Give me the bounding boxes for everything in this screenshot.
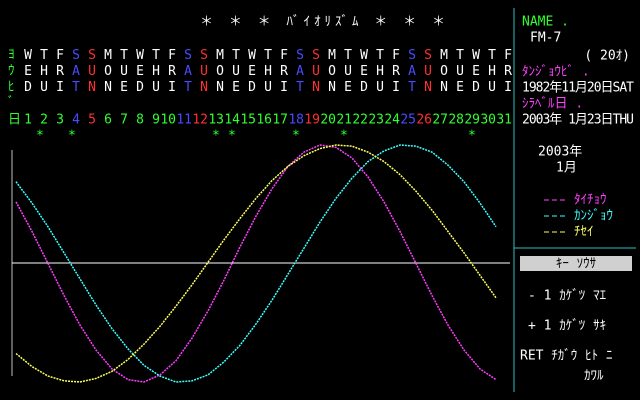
day-number: 21 <box>336 113 352 128</box>
day-number: 24 <box>384 113 400 128</box>
biorhythm-line <box>15 144 497 383</box>
critical-marker: * <box>212 129 220 144</box>
day-number: 11 <box>176 113 192 128</box>
birth-date: 1982年11月20日SAT <box>522 81 634 96</box>
day-number: 31 <box>496 113 512 128</box>
month: 1月 <box>556 161 577 176</box>
legend-label: ｶﾝｼﾞｮｳ <box>574 209 613 224</box>
day-number: 16 <box>256 113 272 128</box>
birth-label: ﾀﾝｼﾞｮｳﾋﾞ . <box>522 65 590 80</box>
age: ( 20ｵ) <box>584 49 630 64</box>
keys-title: ｷｰ ｿｳｻ <box>556 257 596 272</box>
check-label: ｼﾗﾍﾞﾙ日 . <box>522 97 583 112</box>
day-number: 10 <box>160 113 176 128</box>
day-number: 30 <box>480 113 496 128</box>
critical-marker: * <box>468 129 476 144</box>
critical-marker: * <box>340 129 348 144</box>
legend-label: ﾁｾｲ <box>574 225 594 240</box>
day-number: 28 <box>448 113 464 128</box>
day-number: 14 <box>224 113 240 128</box>
day-number: 13 <box>208 113 224 128</box>
day-number: 2 <box>40 113 48 128</box>
weekday-header: ﾞ <box>8 96 15 111</box>
day-number: 27 <box>432 113 448 128</box>
weekday-header: ｳ <box>8 64 15 79</box>
title: ＊ ＊ ＊ ﾊﾞｲｵﾘｽﾞﾑ ＊ ＊ ＊ <box>200 15 449 30</box>
day-number: 22 <box>352 113 368 128</box>
day-number: 18 <box>288 113 304 128</box>
key-help: RET ﾁｶﾞｳ ﾋﾄ ﾆ <box>520 349 612 364</box>
key-help: - 1 ｶｹﾞﾂ ﾏｴ <box>528 289 606 304</box>
day-number: 29 <box>464 113 480 128</box>
weekday-header: ﾋ <box>8 80 15 95</box>
day-number: 19 <box>304 113 320 128</box>
legend-label: ﾀｲﾁｮｳ <box>574 193 607 208</box>
day-number: 8 <box>136 113 144 128</box>
day-number: 1 <box>24 113 32 128</box>
day-number: 23 <box>368 113 384 128</box>
day-number: 20 <box>320 113 336 128</box>
name-label: NAME . <box>522 15 569 30</box>
day-number: 15 <box>240 113 256 128</box>
name: FM-7 <box>530 31 561 46</box>
day-number: 3 <box>56 113 64 128</box>
day-number: 4 <box>72 113 80 128</box>
keys-title-bar <box>520 256 632 271</box>
biorhythm-line <box>15 144 497 383</box>
day-number: 6 <box>104 113 112 128</box>
critical-marker: * <box>292 129 300 144</box>
critical-marker: * <box>36 129 44 144</box>
day-number: 7 <box>120 113 128 128</box>
year: 2003年 <box>538 145 582 160</box>
biorhythm-line <box>15 144 497 383</box>
day-number: 25 <box>400 113 416 128</box>
day-number: 17 <box>272 113 288 128</box>
key-help: ｶﾜﾙ <box>584 369 604 384</box>
day-number: 9 <box>152 113 160 128</box>
day-number: 5 <box>88 113 96 128</box>
critical-marker: * <box>228 129 236 144</box>
day-number: 26 <box>416 113 432 128</box>
key-help: + 1 ｶｹﾞﾂ ｻｷ <box>528 319 606 334</box>
check-date: 2003年 1月23日THU <box>522 113 634 128</box>
weekday-header: ﾖ <box>8 48 15 63</box>
date-header: 日 <box>8 113 21 128</box>
day-number: 12 <box>192 113 208 128</box>
critical-marker: * <box>68 129 76 144</box>
